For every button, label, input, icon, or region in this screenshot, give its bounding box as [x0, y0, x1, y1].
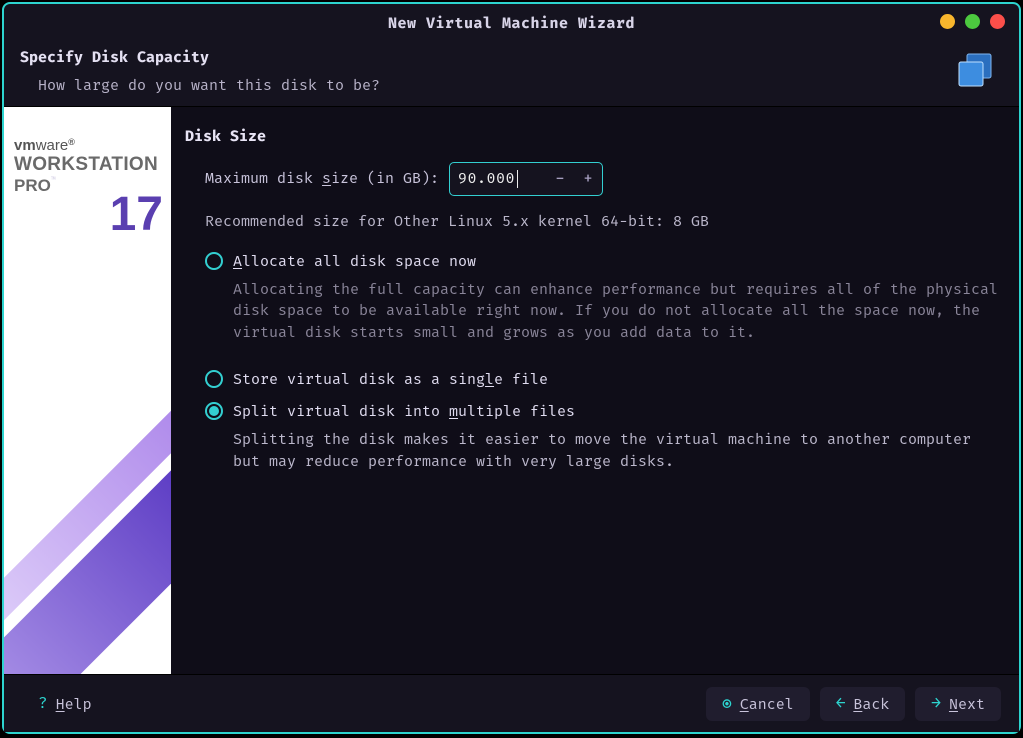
- button-label: Cancel: [740, 695, 794, 713]
- disk-size-value: 90.000: [458, 167, 550, 190]
- cancel-button[interactable]: ◉ Cancel: [706, 687, 810, 721]
- disk-icon: [953, 48, 997, 92]
- main-area: vmware® WORKSTATION PRO™ 17 Disk Size Ma…: [4, 106, 1019, 674]
- close-button[interactable]: [990, 14, 1005, 29]
- button-label: Next: [949, 695, 985, 713]
- next-button[interactable]: → Next: [915, 687, 1001, 721]
- brand-ware: ware: [36, 137, 69, 154]
- window-title: New Virtual Machine Wizard: [388, 14, 635, 32]
- option-label: Split virtual disk into multiple files: [233, 400, 1003, 423]
- option-desc: Allocating the full capacity can enhance…: [233, 279, 1003, 344]
- page-subtitle: How large do you want this disk to be?: [20, 76, 953, 94]
- cancel-icon: ◉: [722, 694, 732, 713]
- footer: ? Help ◉ Cancel ← Back → Next: [4, 674, 1019, 732]
- help-button[interactable]: ? Help: [22, 687, 108, 721]
- recommended-size: Recommended size for Other Linux 5.x ker…: [205, 210, 1003, 233]
- brand-tm: ™: [51, 176, 56, 185]
- maximize-button[interactable]: [965, 14, 980, 29]
- brand-version: 17: [110, 187, 163, 242]
- disk-size-label: Maximum disk size (in GB):: [205, 167, 439, 190]
- section-title: Disk Size: [185, 125, 1003, 148]
- radio-icon: [205, 252, 223, 270]
- option-desc: Splitting the disk makes it easier to mo…: [233, 429, 1003, 473]
- option-single-file[interactable]: Store virtual disk as a single file: [205, 368, 1003, 391]
- option-split-files[interactable]: Split virtual disk into multiple files S…: [205, 400, 1003, 486]
- brand-workstation: WORKSTATION: [14, 154, 161, 176]
- arrow-right-icon: →: [931, 694, 941, 713]
- button-label: Back: [853, 695, 889, 713]
- option-allocate-now[interactable]: Allocate all disk space now Allocating t…: [205, 250, 1003, 358]
- option-label: Store virtual disk as a single file: [233, 368, 1003, 391]
- titlebar: New Virtual Machine Wizard: [4, 4, 1019, 42]
- decrement-button[interactable]: −: [550, 165, 570, 192]
- brand-reg: ®: [68, 137, 75, 147]
- help-icon: ?: [38, 694, 48, 713]
- window-controls: [940, 14, 1005, 29]
- arrow-left-icon: ←: [836, 694, 846, 713]
- header: Specify Disk Capacity How large do you w…: [4, 42, 1019, 106]
- radio-icon: [205, 370, 223, 388]
- content: Disk Size Maximum disk size (in GB): 90.…: [171, 107, 1019, 674]
- wizard-window: New Virtual Machine Wizard Specify Disk …: [2, 2, 1021, 734]
- brand-pro: PRO: [14, 176, 51, 195]
- option-label: Allocate all disk space now: [233, 250, 1003, 273]
- button-label: Help: [56, 695, 92, 713]
- brand-vm: vm: [14, 137, 36, 154]
- brand-sidebar: vmware® WORKSTATION PRO™ 17: [4, 107, 171, 674]
- disk-size-row: Maximum disk size (in GB): 90.000 − +: [205, 162, 1003, 196]
- page-title: Specify Disk Capacity: [20, 48, 953, 66]
- increment-button[interactable]: +: [578, 165, 598, 192]
- radio-icon: [205, 402, 223, 420]
- disk-size-input[interactable]: 90.000 − +: [449, 162, 603, 196]
- back-button[interactable]: ← Back: [820, 687, 906, 721]
- minimize-button[interactable]: [940, 14, 955, 29]
